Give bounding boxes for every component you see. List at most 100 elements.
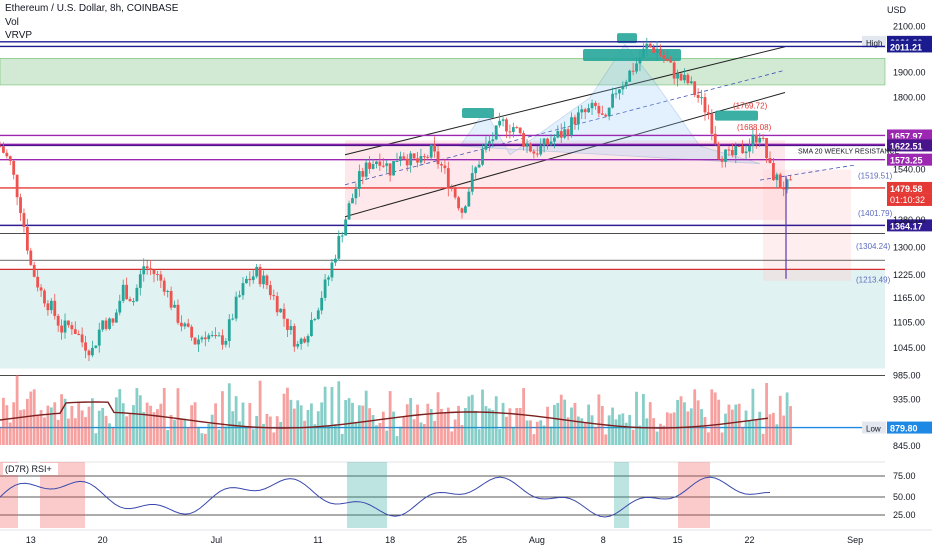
candle-body-179 xyxy=(611,93,614,108)
volume-bar-137 xyxy=(467,396,471,445)
candle-body-136 xyxy=(464,206,467,213)
level-tag-bg-5 xyxy=(887,153,932,166)
volume-bar-124 xyxy=(422,424,426,445)
volume-bar-185 xyxy=(631,429,635,445)
candle-body-5 xyxy=(15,174,19,198)
volume-bar-33 xyxy=(111,427,115,445)
candle-body-154 xyxy=(525,143,529,147)
candle-body-170 xyxy=(580,109,584,113)
candle-body-174 xyxy=(594,102,597,106)
price-tick-3: 1540.00 xyxy=(893,165,926,175)
candle-body-14 xyxy=(46,303,50,311)
candle-body-30 xyxy=(101,320,105,330)
volume-bar-74 xyxy=(251,429,255,445)
volume-bar-53 xyxy=(179,418,183,445)
volume-bar-64 xyxy=(217,429,221,445)
volume-bar-112 xyxy=(381,411,385,445)
candle-body-100 xyxy=(340,235,344,237)
candle-body-212 xyxy=(724,149,727,162)
candle-body-102 xyxy=(347,203,351,220)
candle-body-89 xyxy=(303,338,306,343)
pattern-marker-2 xyxy=(617,33,637,44)
level-value-6: 1479.58 xyxy=(890,184,923,194)
candle-body-227 xyxy=(775,174,779,181)
volume-ma-line xyxy=(0,401,769,429)
volume-bar-57 xyxy=(193,402,197,445)
candle-body-118 xyxy=(402,156,406,159)
candle-body-16 xyxy=(53,300,57,316)
volume-bar-214 xyxy=(730,409,734,445)
volume-bar-69 xyxy=(234,396,238,445)
volume-bar-168 xyxy=(573,402,577,445)
volume-bar-121 xyxy=(412,419,416,445)
volume-bar-219 xyxy=(748,420,751,445)
candle-body-22 xyxy=(73,329,77,334)
candle-body-196 xyxy=(669,60,673,63)
volume-indicator-label[interactable]: Vol xyxy=(5,17,19,28)
level-tag-bg-1 xyxy=(887,40,932,53)
volume-bar-117 xyxy=(399,426,402,445)
candle-body-90 xyxy=(306,336,310,343)
candle-body-107 xyxy=(364,162,368,177)
volume-bar-92 xyxy=(313,424,317,445)
volume-bar-55 xyxy=(186,427,190,445)
candle-body-106 xyxy=(361,171,365,177)
volume-bar-59 xyxy=(200,433,204,445)
volume-bar-88 xyxy=(299,405,303,445)
volume-bar-176 xyxy=(600,406,604,445)
candle-body-129 xyxy=(440,164,443,166)
volume-bar-187 xyxy=(638,425,642,445)
level-value-1: 2011.21 xyxy=(890,42,922,52)
level-countdown-6: 01:10:32 xyxy=(890,195,925,205)
time-tick-0: 13 xyxy=(26,535,36,545)
candle-body-85 xyxy=(289,326,293,330)
volume-bar-152 xyxy=(518,408,522,445)
candle-body-73 xyxy=(248,278,252,281)
volume-bar-220 xyxy=(751,388,755,445)
target-label-1: (1401.79) xyxy=(858,209,893,218)
volume-bar-127 xyxy=(433,420,437,445)
volume-bar-102 xyxy=(347,398,351,445)
candle-body-12 xyxy=(39,287,43,291)
volume-bar-216 xyxy=(737,403,741,445)
candle-body-80 xyxy=(272,295,276,297)
candle-body-219 xyxy=(748,145,751,152)
candle-body-131 xyxy=(446,168,450,189)
candle-body-198 xyxy=(676,73,679,79)
volume-bar-231 xyxy=(789,406,792,445)
level-value-7: 1364.17 xyxy=(890,221,923,231)
volume-bar-208 xyxy=(710,389,714,445)
candle-body-2 xyxy=(5,152,9,157)
candle-body-11 xyxy=(36,276,40,288)
volume-bar-205 xyxy=(700,409,703,445)
volume-bar-100 xyxy=(340,433,344,445)
volume-bar-133 xyxy=(453,419,457,445)
candle-body-162 xyxy=(553,137,556,142)
price-tick-10: 985.00 xyxy=(893,370,921,380)
vrvp-indicator-label[interactable]: VRVP xyxy=(5,30,33,41)
volume-bar-27 xyxy=(91,398,94,445)
candle-body-34 xyxy=(114,312,118,323)
volume-bar-28 xyxy=(94,433,98,445)
candle-body-139 xyxy=(474,167,478,174)
candle-body-152 xyxy=(518,127,522,134)
volume-bar-14 xyxy=(46,405,50,445)
candle-body-160 xyxy=(546,138,549,145)
volume-bar-131 xyxy=(446,407,450,445)
candle-body-81 xyxy=(275,296,279,313)
time-tick-9: 22 xyxy=(744,535,754,545)
volume-bar-138 xyxy=(470,394,474,445)
volume-bar-29 xyxy=(97,410,101,445)
volume-bar-181 xyxy=(618,414,621,445)
candle-body-231 xyxy=(789,179,792,181)
volume-bar-67 xyxy=(227,383,231,445)
volume-bar-193 xyxy=(659,423,662,445)
candle-body-99 xyxy=(337,236,341,259)
candle-body-221 xyxy=(754,134,758,143)
candle-body-97 xyxy=(330,262,334,278)
volume-bar-78 xyxy=(265,413,269,445)
candle-body-29 xyxy=(97,329,101,346)
volume-bar-77 xyxy=(262,423,265,445)
candle-body-211 xyxy=(720,158,724,162)
